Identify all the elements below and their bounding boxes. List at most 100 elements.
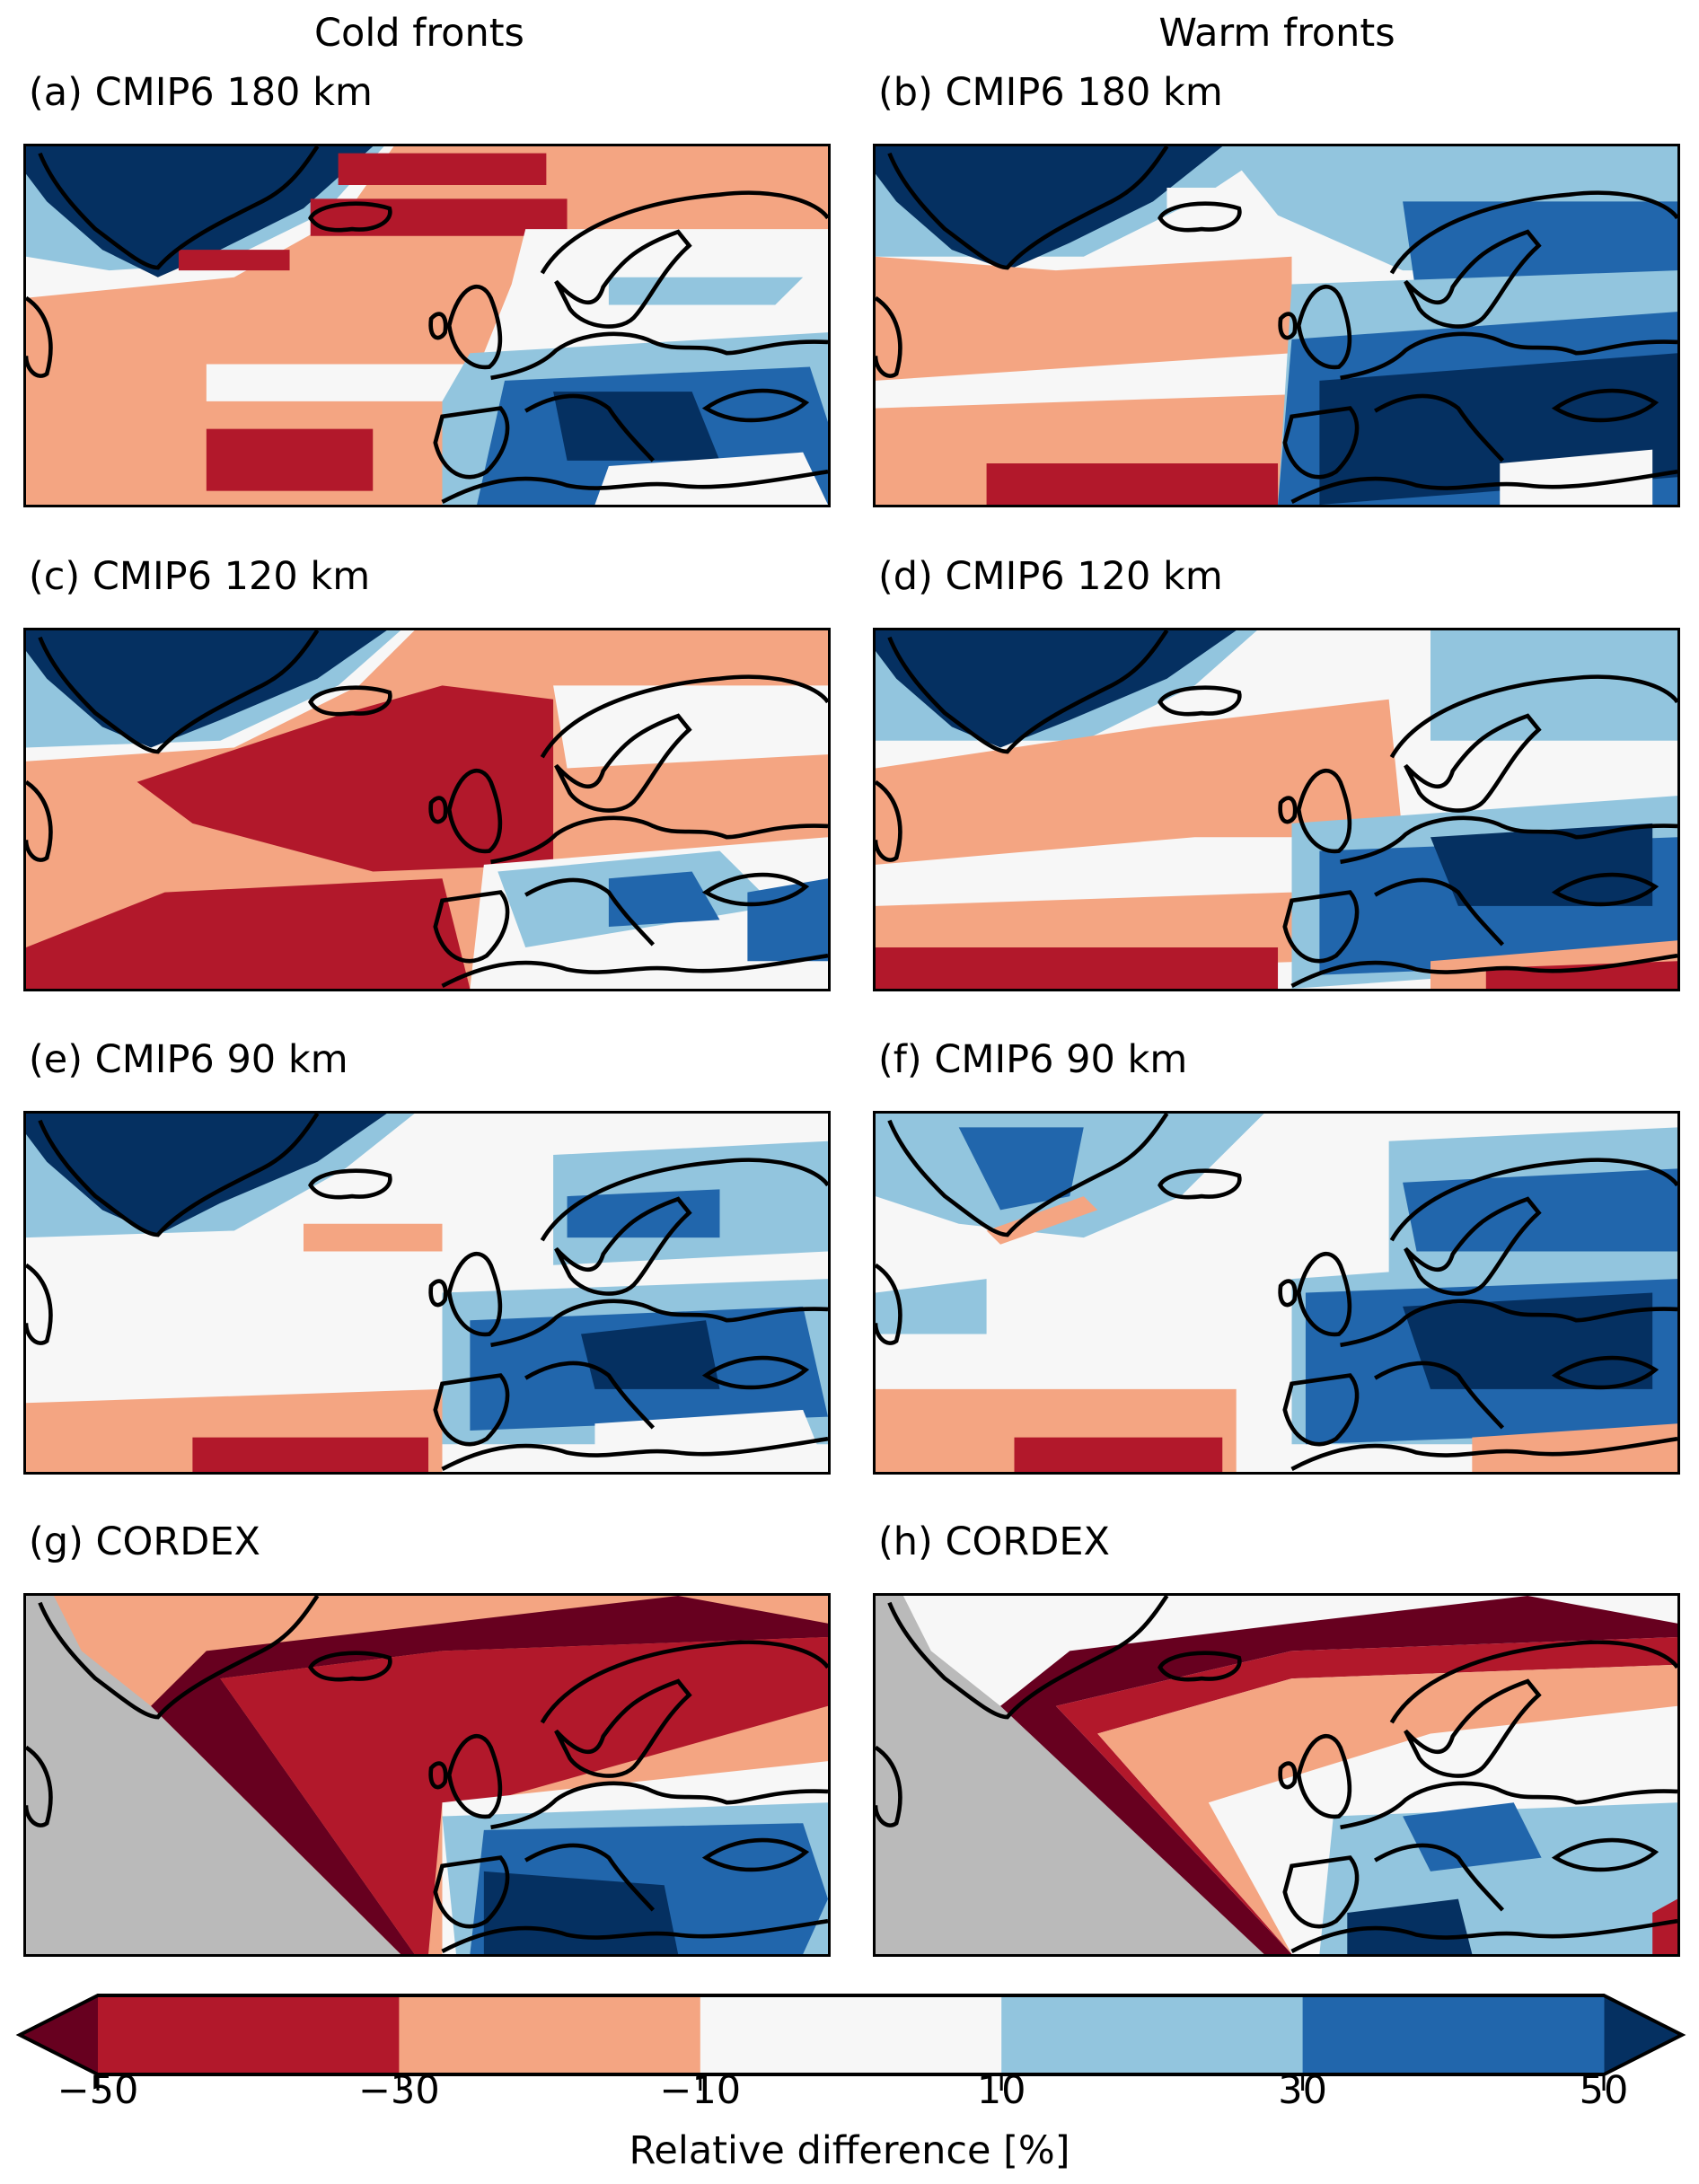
- coastline: [428, 796, 448, 824]
- coastline: [876, 1745, 902, 1827]
- coastline: [308, 685, 392, 717]
- map-region: [1000, 1596, 1677, 1954]
- coastline: [308, 201, 392, 233]
- colorbar-tick-label: −30: [358, 2068, 440, 2113]
- coastline: [1374, 393, 1505, 462]
- map-region: [876, 947, 1279, 989]
- coastline: [433, 406, 510, 480]
- map-region: [206, 428, 374, 491]
- map-region: [1014, 1437, 1223, 1472]
- panel-label: (b) CMIP6 180 km: [878, 70, 1223, 115]
- coastline: [876, 1263, 902, 1345]
- coastline: [38, 630, 320, 754]
- coastline: [1404, 229, 1542, 329]
- coastline: [1290, 953, 1677, 988]
- coastline: [441, 1918, 828, 1953]
- colorbar-segment: [700, 1995, 1002, 2074]
- coastline: [1282, 406, 1360, 480]
- coastline: [1551, 1837, 1659, 1872]
- coastline: [540, 1158, 828, 1242]
- coastline: [1389, 190, 1677, 275]
- coastline: [26, 1263, 53, 1345]
- coastline: [1296, 1252, 1352, 1337]
- coastline: [1296, 769, 1352, 854]
- coastline: [1551, 1355, 1659, 1390]
- coastline: [428, 1279, 448, 1308]
- coastline: [1551, 872, 1659, 907]
- colorbar-segment: [98, 1995, 400, 2074]
- coastline: [26, 295, 53, 378]
- coastline: [1296, 285, 1352, 370]
- coastline: [1278, 1279, 1298, 1308]
- map-region: [1403, 1168, 1677, 1252]
- coastline: [540, 1640, 828, 1724]
- coastline: [1282, 1373, 1360, 1447]
- colorbar-over-extension: [1604, 1995, 1682, 2074]
- map-region: [747, 878, 828, 962]
- coastline: [1290, 1918, 1677, 1953]
- colorbar-segment: [1001, 1995, 1304, 2074]
- map-region: [876, 1279, 987, 1334]
- coastline: [1282, 890, 1360, 964]
- coastline: [308, 1651, 392, 1682]
- coastline: [887, 146, 1169, 270]
- map-region: [192, 1437, 429, 1472]
- coastline: [1551, 388, 1659, 423]
- panel-label: (h) CORDEX: [878, 1519, 1110, 1564]
- coastline: [1389, 674, 1677, 759]
- coastline: [26, 1745, 53, 1827]
- colorbar-tick-label: 30: [1278, 2068, 1327, 2113]
- map-region: [876, 699, 1404, 865]
- coastline: [490, 331, 828, 381]
- coastline: [446, 1252, 503, 1337]
- map-region: [553, 685, 828, 769]
- colorbar-tick-label: −50: [57, 2068, 139, 2113]
- coastline: [1340, 815, 1677, 865]
- map-region: [178, 250, 290, 271]
- colorbar-tick-label: 10: [976, 2068, 1026, 2113]
- map-region: [608, 277, 804, 305]
- coastline: [1340, 1299, 1677, 1348]
- map-region: [136, 685, 554, 872]
- coastline: [1374, 1843, 1505, 1912]
- coastline: [887, 1114, 1169, 1237]
- coastline: [1158, 1168, 1242, 1200]
- coastline: [38, 146, 320, 270]
- coastline: [524, 1843, 656, 1912]
- coastline: [38, 1596, 320, 1720]
- map-region: [580, 1320, 720, 1389]
- map-region: [553, 392, 720, 461]
- coastline: [446, 1734, 503, 1819]
- coastline: [1282, 1855, 1360, 1929]
- panel-label: (c) CMIP6 120 km: [29, 554, 371, 599]
- coastline: [876, 779, 902, 862]
- coastline: [887, 630, 1169, 754]
- coastline: [524, 393, 656, 462]
- coastline: [701, 1837, 810, 1872]
- coastline: [441, 1436, 828, 1471]
- coastline: [540, 190, 828, 275]
- colorbar: [15, 1994, 1686, 2091]
- panel-label: (a) CMIP6 180 km: [29, 70, 373, 115]
- coastline: [441, 953, 828, 988]
- panel-label: (g) CORDEX: [29, 1519, 260, 1564]
- coastline: [1389, 1158, 1677, 1242]
- map-region: [986, 462, 1279, 505]
- column-title-cold-fronts: Cold fronts: [314, 11, 524, 56]
- map-panel: [873, 1593, 1680, 1957]
- map-panel: [873, 144, 1680, 507]
- coastline: [524, 1361, 656, 1430]
- map-region: [1652, 1898, 1677, 1954]
- coastline: [540, 674, 828, 759]
- coastline: [876, 295, 902, 378]
- coastline: [1278, 796, 1298, 824]
- coastline: [701, 872, 810, 907]
- coastline: [490, 815, 828, 865]
- coastline: [428, 1761, 448, 1790]
- map-region: [876, 1596, 1264, 1954]
- map-region: [1403, 1292, 1653, 1389]
- coastline: [554, 1196, 692, 1296]
- map-region: [303, 1223, 443, 1252]
- colorbar-under-extension: [20, 1995, 98, 2074]
- coastline: [490, 1781, 828, 1830]
